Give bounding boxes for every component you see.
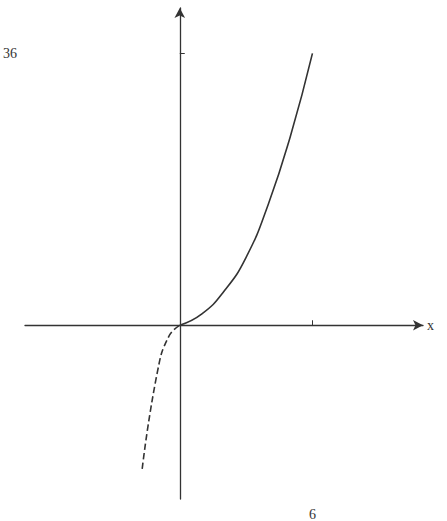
svg-text:6: 6 [309, 507, 316, 521]
svg-text:36: 36 [3, 46, 17, 61]
svg-text:x: x [427, 318, 434, 333]
